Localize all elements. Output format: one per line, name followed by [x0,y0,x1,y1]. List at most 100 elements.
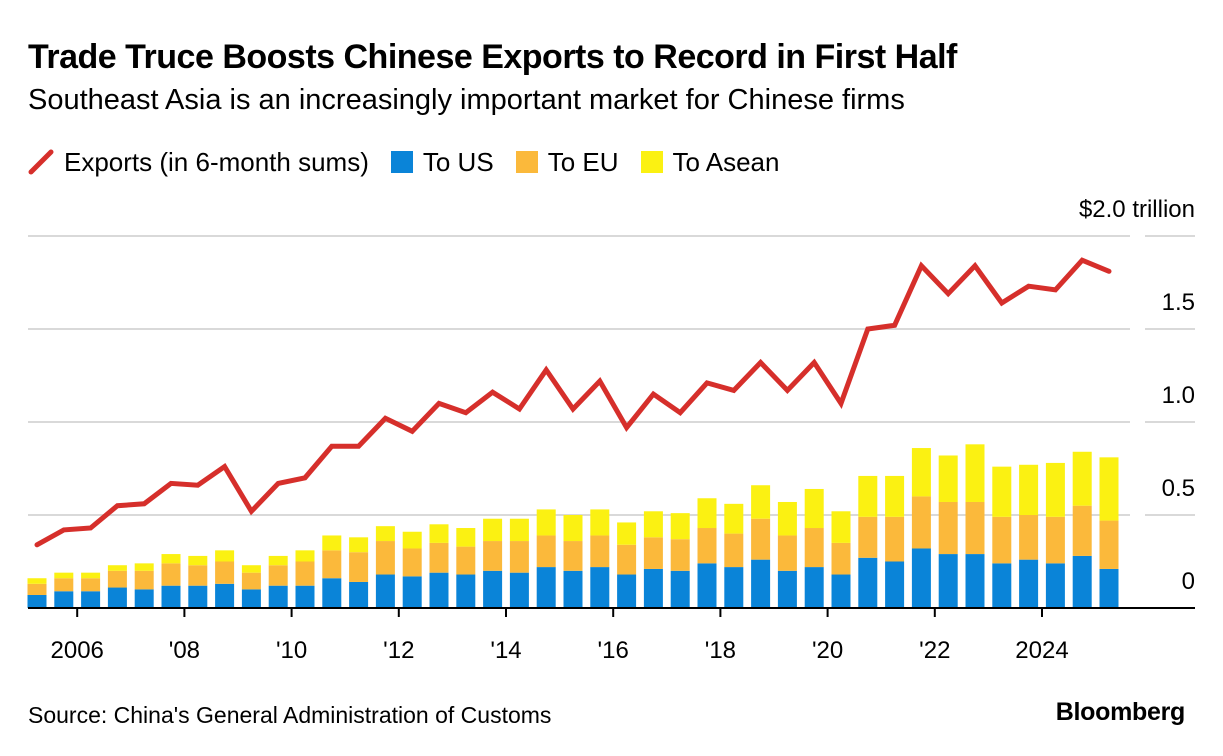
bar-eu [858,516,878,558]
bar-asean [429,524,449,543]
bar-eu [241,572,261,590]
bar-us [858,557,878,608]
bar-us [938,554,958,608]
bar-eu [215,561,235,584]
bloomberg-logo: Bloomberg [1055,698,1186,726]
legend-label-asean: To Asean [672,146,780,177]
bar-asean [643,511,663,538]
bar-us [1045,563,1065,608]
x-tick-label: '20 [812,637,843,664]
source-note: Source: China's General Administration o… [28,702,552,728]
bar-asean [268,555,288,566]
bar-eu [590,535,610,568]
bar-asean [911,448,931,497]
bar-us [349,581,369,608]
x-tick-label: '08 [169,637,200,664]
exports-line [34,257,1112,548]
bar-eu [375,541,395,575]
bar-asean [617,522,637,545]
bar-eu [563,541,583,571]
bar-asean [777,501,797,536]
bar-asean [697,498,717,529]
bar-us [777,570,797,608]
y-tick-label: 1.5 [1162,289,1195,316]
bar-asean [831,511,851,543]
chart-subtitle: Southeast Asia is an increasingly import… [28,84,905,116]
legend-item-exports: Exports (in 6-month sums) [28,147,369,178]
bar-eu [483,541,503,571]
bar-asean [349,537,369,553]
bar-us [1099,568,1119,608]
bar-asean [215,550,235,562]
bar-us [1019,559,1039,608]
bar-asean [509,518,529,542]
bar-asean [161,554,181,564]
bar-us [911,548,931,608]
bar-us [590,567,610,608]
bar-eu [1099,520,1119,569]
legend-item-asean: To Asean [640,146,780,178]
y-tick-label: 0 [1182,568,1195,595]
bar-us [751,559,771,608]
x-tick-label: '10 [276,637,307,664]
bar-asean [295,550,315,562]
bar-eu [911,496,931,549]
legend-line-swatch [28,149,54,175]
bar-eu [965,501,985,555]
legend-label-eu: To EU [547,146,619,177]
bar-us [483,570,503,608]
bar-us [295,585,315,608]
bar-eu [161,563,181,586]
bar-us [322,578,342,608]
bar-eu [536,535,556,568]
bar-us [1072,555,1092,608]
y-tick-label: $2.0 trillion [1079,196,1195,223]
bar-us [402,576,422,608]
x-tick-label: '12 [383,637,414,664]
bar-eu [107,570,127,588]
bar-us [456,574,476,608]
bar-eu [804,528,824,568]
bar-us [509,572,529,608]
bar-us [724,567,744,608]
bar-asean [751,485,771,519]
bar-us [965,554,985,608]
bar-us [617,574,637,608]
bar-us [188,585,208,608]
bar-eu [349,552,369,582]
bar-us [268,585,288,608]
bar-us [643,568,663,608]
bar-asean [992,466,1012,517]
bar-eu [322,550,342,579]
bar-eu [643,537,663,569]
x-tick-label: '18 [705,637,736,664]
bar-asean [107,565,127,571]
bar-eu [268,565,288,586]
bar-eu [27,583,47,595]
bar-us [27,594,47,608]
bar-asean [1099,457,1119,521]
bar-us [885,561,905,608]
legend-label-exports: Exports (in 6-month sums) [64,146,369,177]
legend: Exports (in 6-month sums) To US To EU To… [28,146,801,178]
bar-us [697,563,717,608]
bar-asean [322,535,342,551]
bar-asean [134,563,154,571]
bar-us [429,572,449,608]
bar-eu [1072,505,1092,556]
bar-eu [992,516,1012,564]
bar-eu [456,546,476,575]
bar-asean [938,455,958,502]
bar-us [215,583,235,608]
legend-item-eu: To EU [515,146,619,178]
bar-asean [54,572,74,579]
bar-eu [429,542,449,573]
bar-eu [295,561,315,586]
legend-item-us: To US [390,147,494,178]
bar-eu [724,533,744,568]
bar-us [134,589,154,608]
bar-asean [885,475,905,517]
bar-asean [1045,462,1065,517]
bar-us [241,589,261,608]
